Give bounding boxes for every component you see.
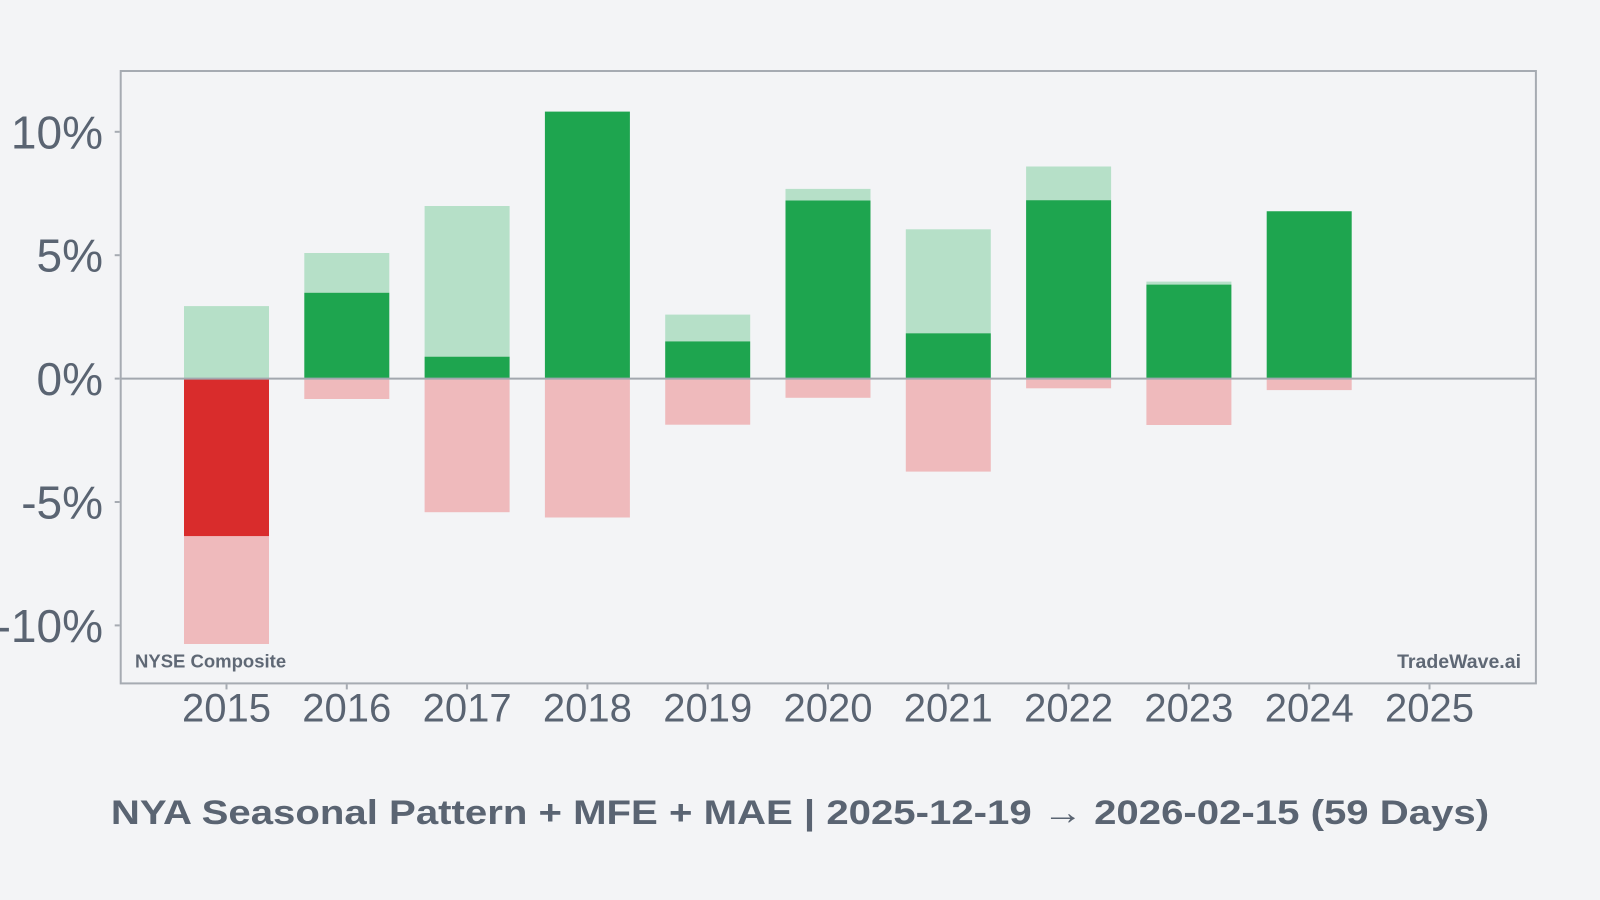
svg-text:0%: 0% [37, 353, 103, 405]
svg-text:-5%: -5% [21, 477, 103, 529]
svg-text:NYA Seasonal Pattern + MFE + M: NYA Seasonal Pattern + MFE + MAE | 2025-… [111, 793, 1489, 833]
svg-text:2020: 2020 [784, 687, 873, 731]
svg-text:2023: 2023 [1144, 687, 1233, 731]
svg-text:2021: 2021 [904, 687, 993, 731]
svg-text:5%: 5% [37, 230, 103, 282]
svg-text:TradeWave.ai: TradeWave.ai [1397, 651, 1521, 673]
svg-text:2015: 2015 [182, 687, 271, 731]
svg-text:10%: 10% [11, 106, 103, 158]
svg-text:2018: 2018 [543, 687, 632, 731]
svg-text:2022: 2022 [1024, 687, 1113, 731]
svg-text:-10%: -10% [0, 600, 103, 652]
svg-text:2019: 2019 [663, 687, 752, 731]
svg-text:2016: 2016 [302, 687, 391, 731]
svg-text:NYSE Composite: NYSE Composite [135, 651, 286, 672]
svg-text:2017: 2017 [423, 687, 512, 731]
svg-text:2025: 2025 [1385, 687, 1474, 731]
svg-text:2024: 2024 [1265, 687, 1354, 731]
